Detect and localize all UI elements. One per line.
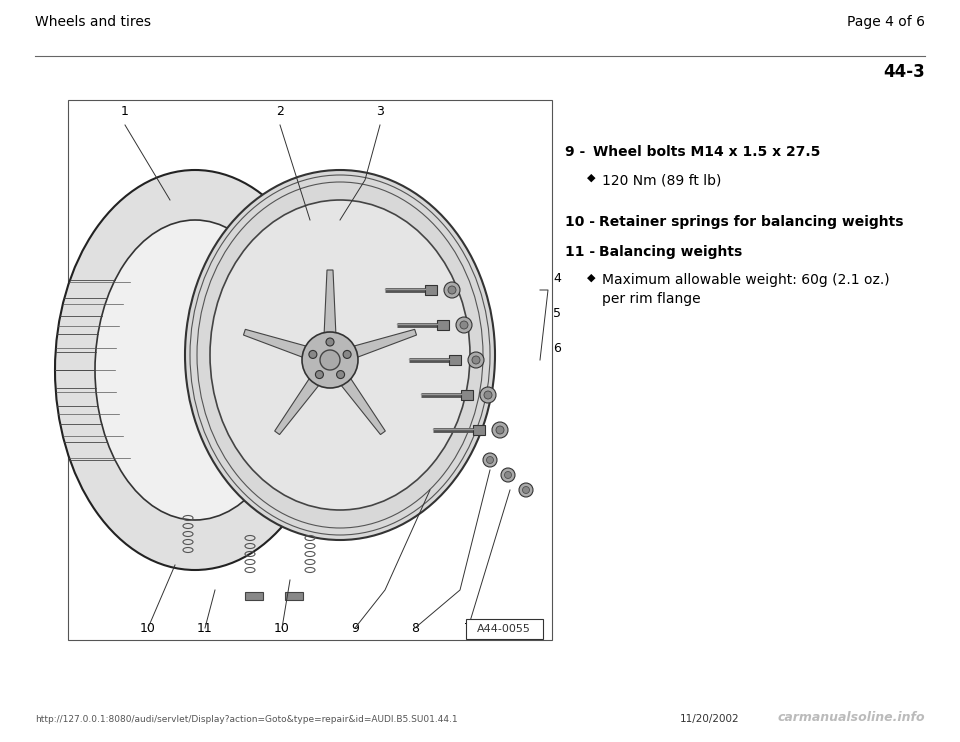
Circle shape: [316, 370, 324, 378]
Text: 1: 1: [121, 105, 129, 118]
Circle shape: [501, 468, 515, 482]
Circle shape: [309, 350, 317, 358]
Polygon shape: [350, 329, 417, 358]
Text: Wheels and tires: Wheels and tires: [35, 15, 151, 29]
Text: Balancing weights: Balancing weights: [599, 245, 742, 259]
Text: Retainer springs for balancing weights: Retainer springs for balancing weights: [599, 215, 903, 229]
Text: 7: 7: [464, 622, 472, 635]
Text: 3: 3: [376, 105, 384, 118]
Circle shape: [480, 387, 496, 403]
Text: 10 -: 10 -: [565, 215, 595, 229]
Text: ◆: ◆: [587, 273, 595, 283]
Text: 9: 9: [351, 622, 359, 635]
Text: 11: 11: [197, 622, 213, 635]
Circle shape: [320, 350, 340, 370]
Text: Wheel bolts M14 x 1.5 x 27.5: Wheel bolts M14 x 1.5 x 27.5: [593, 145, 821, 159]
Circle shape: [343, 350, 351, 358]
Polygon shape: [324, 270, 336, 336]
Bar: [461, 390, 473, 400]
Ellipse shape: [185, 170, 495, 540]
Text: Page 4 of 6: Page 4 of 6: [847, 15, 925, 29]
Circle shape: [456, 317, 472, 333]
Ellipse shape: [210, 200, 470, 510]
Text: 6: 6: [553, 342, 561, 355]
Circle shape: [487, 456, 493, 464]
Text: 10: 10: [274, 622, 290, 635]
Circle shape: [444, 282, 460, 298]
Circle shape: [448, 286, 456, 294]
Text: Maximum allowable weight: 60g (2.1 oz.)
per rim flange: Maximum allowable weight: 60g (2.1 oz.) …: [602, 273, 890, 306]
Text: 120 Nm (89 ft lb): 120 Nm (89 ft lb): [602, 173, 721, 187]
Circle shape: [460, 321, 468, 329]
Bar: [437, 320, 449, 330]
Text: 9 -: 9 -: [565, 145, 586, 159]
Text: ◆: ◆: [587, 173, 595, 183]
Ellipse shape: [95, 220, 295, 520]
Text: 4: 4: [553, 272, 561, 285]
Circle shape: [472, 356, 480, 364]
Text: 5: 5: [553, 307, 561, 320]
Bar: [285, 592, 303, 600]
Circle shape: [519, 483, 533, 497]
Bar: [449, 355, 461, 365]
Circle shape: [492, 422, 508, 438]
Polygon shape: [339, 375, 385, 435]
Circle shape: [468, 352, 484, 368]
Circle shape: [337, 370, 345, 378]
Text: 11 -: 11 -: [565, 245, 595, 259]
Bar: [473, 425, 485, 435]
Circle shape: [484, 391, 492, 399]
Circle shape: [505, 471, 512, 479]
Circle shape: [496, 426, 504, 434]
Text: 8: 8: [411, 622, 419, 635]
Polygon shape: [244, 329, 309, 358]
Text: 44-3: 44-3: [883, 63, 925, 81]
Text: 10: 10: [140, 622, 156, 635]
Circle shape: [483, 453, 497, 467]
Text: 2: 2: [276, 105, 284, 118]
Polygon shape: [275, 375, 321, 435]
FancyBboxPatch shape: [466, 619, 543, 639]
Ellipse shape: [55, 170, 335, 570]
Text: carmanualsoline.info: carmanualsoline.info: [778, 711, 925, 724]
Bar: [245, 592, 263, 600]
Circle shape: [302, 332, 358, 388]
Circle shape: [326, 338, 334, 346]
Text: A44-0055: A44-0055: [477, 624, 531, 634]
Text: 11/20/2002: 11/20/2002: [680, 714, 739, 724]
Circle shape: [522, 487, 530, 493]
Text: http://127.0.0.1:8080/audi/servlet/Display?action=Goto&type=repair&id=AUDI.B5.SU: http://127.0.0.1:8080/audi/servlet/Displ…: [35, 715, 458, 724]
Bar: [68, 100, 552, 640]
Bar: [425, 285, 437, 295]
